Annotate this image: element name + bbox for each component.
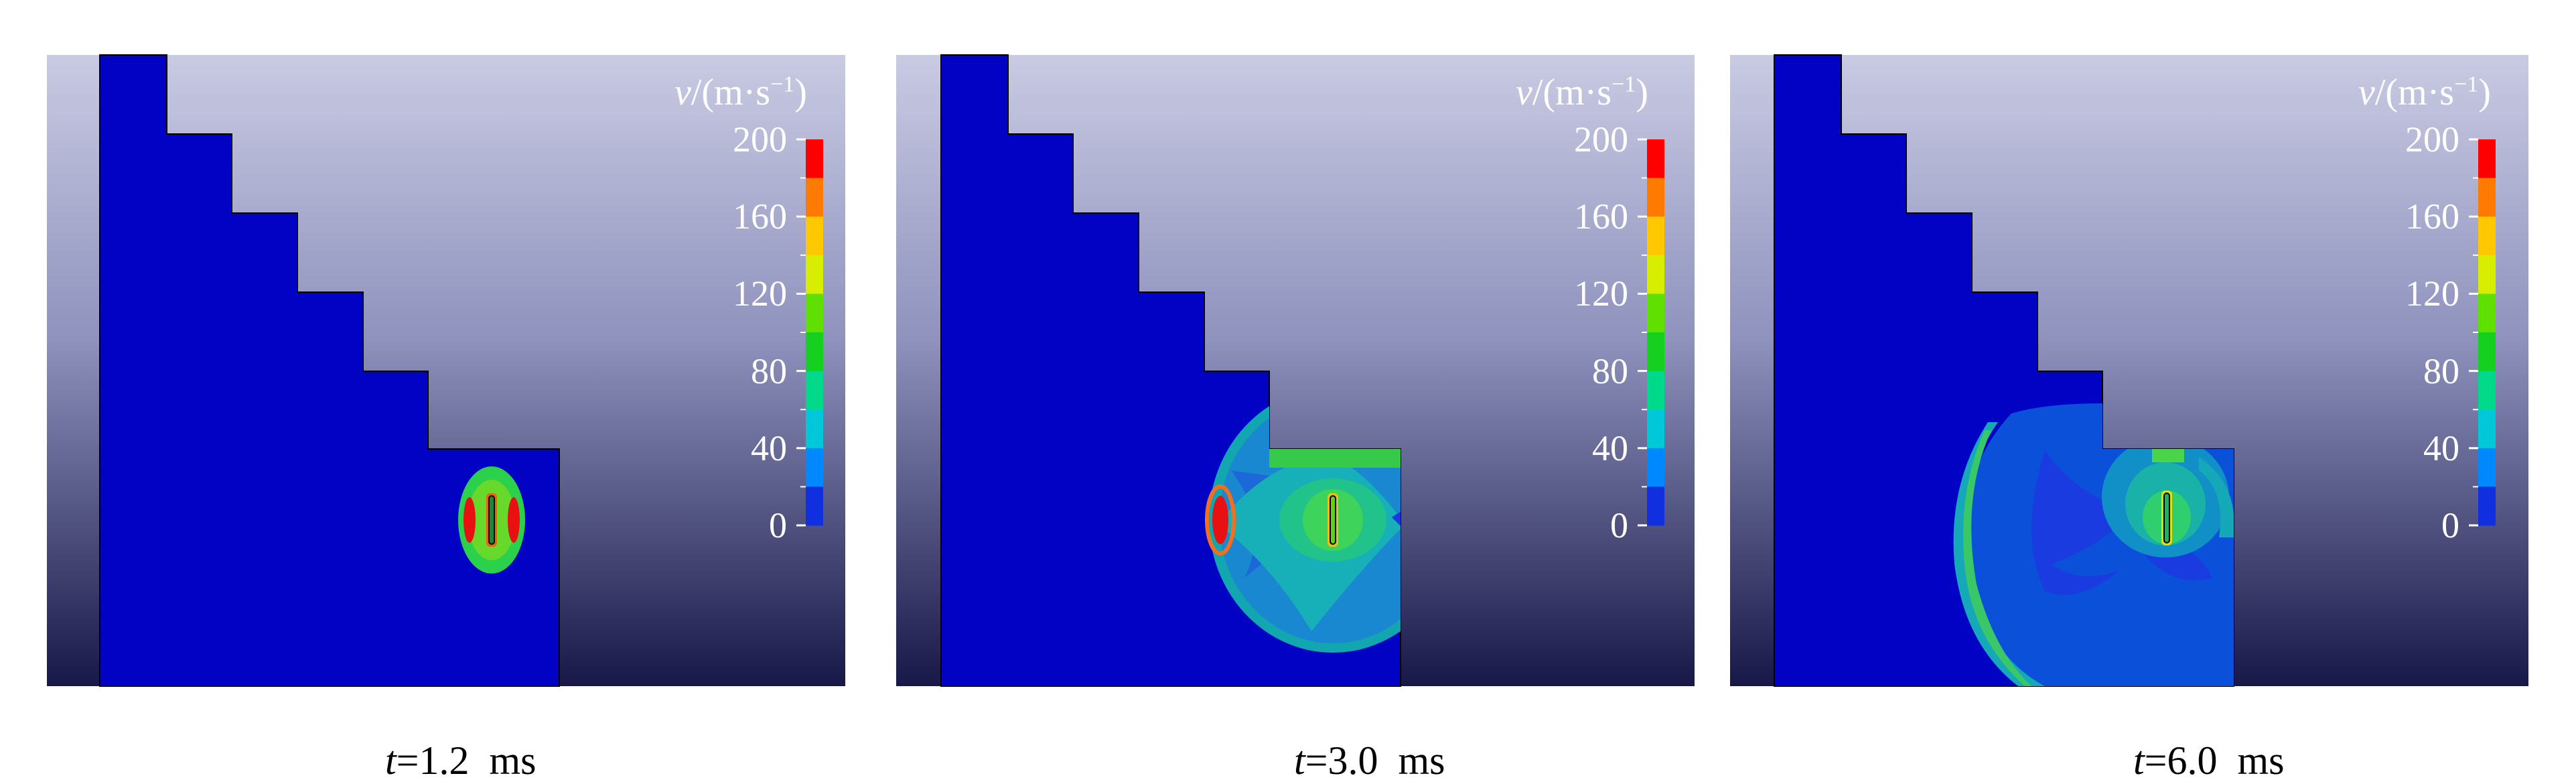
panel-1: v/(m·s−1) 200 160 120 80 40 0 xyxy=(47,54,845,687)
colorbar-segment xyxy=(2478,409,2496,449)
colorbar-segment xyxy=(806,293,823,333)
colorbar-segment xyxy=(1647,409,1664,449)
colorbar-tick-label: 200 xyxy=(2405,119,2459,159)
colorbar-tick-label: 80 xyxy=(751,350,787,391)
colorbar-segment xyxy=(806,216,823,256)
colorbar-segment xyxy=(806,409,823,449)
colorbar-title: v/(m·s−1) xyxy=(1516,72,1648,113)
colorbar-tick-label: 120 xyxy=(733,273,787,314)
colorbar-segment xyxy=(806,255,823,294)
colorbar-title: v/(m·s−1) xyxy=(2358,72,2491,113)
colorbar-tick-label: 0 xyxy=(769,505,787,545)
colorbar-segment xyxy=(806,371,823,410)
colorbar-segment xyxy=(2478,371,2496,410)
panel-2-plot xyxy=(896,54,1695,687)
colorbar-segment xyxy=(806,332,823,372)
colorbar-tick-label: 160 xyxy=(1574,196,1628,237)
colorbar-tick-label: 200 xyxy=(1574,119,1628,159)
colorbar-segment xyxy=(2478,178,2496,217)
colorbar-segment xyxy=(806,448,823,487)
panel-2-caption: t=3.0 ms xyxy=(1294,738,1445,783)
colorbar-segment xyxy=(2478,293,2496,333)
colorbar-tick-label: 40 xyxy=(751,428,787,468)
colorbar-tick-label: 200 xyxy=(733,119,787,159)
colorbar-tick-label: 120 xyxy=(1574,273,1628,314)
colorbar-title: v/(m·s−1) xyxy=(674,72,807,113)
colorbar-tick-label: 160 xyxy=(733,196,787,237)
colorbar-segment xyxy=(2478,216,2496,256)
colorbar-segment xyxy=(2478,139,2496,179)
colorbar-segment xyxy=(1647,255,1664,294)
panel-2: v/(m·s−1) 200 160 120 80 40 0 xyxy=(896,54,1695,687)
colorbar-segment xyxy=(806,139,823,179)
colorbar-segment xyxy=(1647,448,1664,487)
colorbar-tick-label: 0 xyxy=(1610,505,1628,545)
panel-3-plot xyxy=(1730,54,2528,687)
colorbar xyxy=(2469,138,2496,527)
colorbar-segment xyxy=(806,486,823,526)
colorbar-segment xyxy=(1647,332,1664,372)
colorbar-tick-label: 40 xyxy=(1592,428,1628,468)
colorbar-tick-label: 0 xyxy=(2441,505,2459,545)
colorbar-segment xyxy=(1647,178,1664,217)
colorbar-tick-label: 80 xyxy=(2423,350,2459,391)
colorbar-segment xyxy=(1647,139,1664,179)
colorbar-segment xyxy=(806,178,823,217)
colorbar-segment xyxy=(1647,486,1664,526)
colorbar xyxy=(796,138,823,527)
colorbar-segment xyxy=(1647,371,1664,410)
velocity-field xyxy=(1205,387,1401,653)
colorbar-tick-label: 40 xyxy=(2423,428,2459,468)
colorbar-segment xyxy=(1647,293,1664,333)
colorbar-tick-label: 80 xyxy=(1592,350,1628,391)
velocity-field xyxy=(458,466,525,574)
panel-3: v/(m·s−1) 200 160 120 80 40 0 xyxy=(1730,54,2528,687)
colorbar-segment xyxy=(2478,332,2496,372)
colorbar-tick-label: 120 xyxy=(2405,273,2459,314)
colorbar xyxy=(1638,138,1664,527)
colorbar-segment xyxy=(1647,216,1664,256)
colorbar-segment xyxy=(2478,255,2496,294)
panel-1-plot xyxy=(47,54,845,687)
colorbar-segment xyxy=(2478,448,2496,487)
colorbar-tick-label: 160 xyxy=(2405,196,2459,237)
panel-3-caption: t=6.0 ms xyxy=(2133,738,2285,783)
velocity-field xyxy=(1953,403,2234,686)
colorbar-segment xyxy=(2478,486,2496,526)
stepped-body xyxy=(99,54,560,687)
panel-1-caption: t=1.2 ms xyxy=(385,738,536,783)
